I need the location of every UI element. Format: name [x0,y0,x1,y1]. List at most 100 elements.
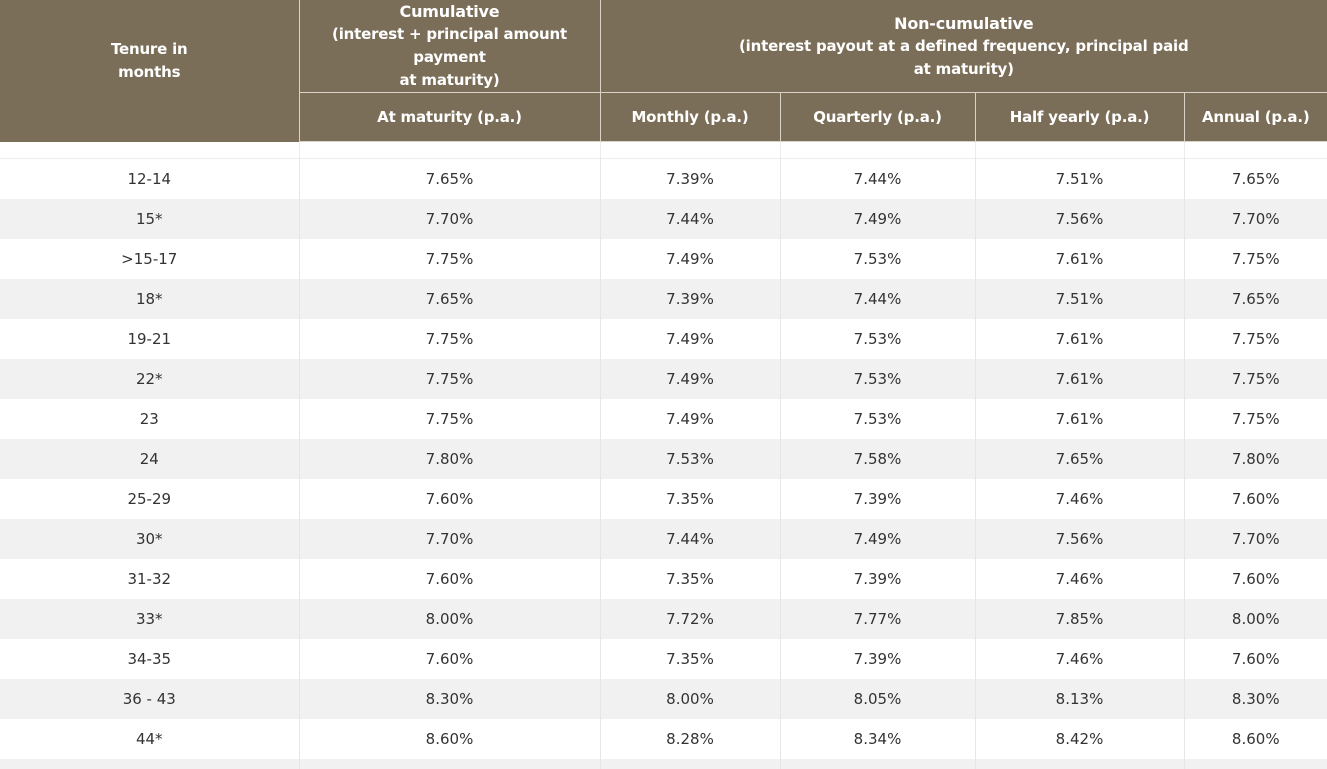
monthly-cell: 7.35% [600,479,781,519]
tenure-cell: 36 - 43 [0,679,300,719]
at-maturity-cell: 7.60% [299,559,601,599]
at-maturity-cell: 7.60% [299,639,601,679]
tenure-header-line2: months [118,63,181,81]
table-header: Tenure in months Cumulative (interest + … [0,0,1327,142]
table-row: 19-21 7.75% 7.49% 7.53% 7.61% 7.75% [0,319,1327,359]
half-yearly-cell: 7.85% [975,599,1185,639]
at-maturity-cell: 7.70% [299,519,601,559]
annual-cell: 7.75% [1184,319,1327,359]
quarterly-cell: 7.53% [780,239,976,279]
quarterly-cell: 7.53% [780,359,976,399]
tenure-cell: 12-14 [0,158,300,199]
quarterly-cell: 7.39% [780,639,976,679]
table-row: 31-32 7.60% 7.35% 7.39% 7.46% 7.60% [0,559,1327,599]
quarterly-cell: 7.44% [780,158,976,199]
table-row: 12-14 7.65% 7.39% 7.44% 7.51% 7.65% [0,158,1327,199]
annual-cell: 8.30% [1184,759,1327,769]
half-yearly-cell: 7.61% [975,359,1185,399]
at-maturity-cell: 7.75% [299,399,601,439]
header-row-groups: Tenure in months Cumulative (interest + … [0,0,1327,142]
monthly-cell: 8.00% [600,759,781,769]
tenure-cell: 44* [0,719,300,759]
table-row: 36 - 43 8.30% 8.00% 8.05% 8.13% 8.30% [0,679,1327,719]
cumulative-subtitle-line1: (interest + principal amount payment [332,25,567,66]
annual-cell: 7.75% [1184,399,1327,439]
at-maturity-cell: 7.70% [299,199,601,239]
rate-rows: 12-14 7.65% 7.39% 7.44% 7.51% 7.65% 15* 7.70% 7.… [0,158,1327,769]
quarterly-cell: 7.39% [780,559,976,599]
at-maturity-cell: 8.00% [299,599,601,639]
annual-cell: 8.60% [1184,719,1327,759]
half-yearly-cell: 7.61% [975,319,1185,359]
table-row: 18* 7.65% 7.39% 7.44% 7.51% 7.65% [0,279,1327,319]
quarterly-cell: 7.53% [780,399,976,439]
tenure-cell: 33* [0,599,300,639]
at-maturity-cell: 8.30% [299,679,601,719]
tenure-header: Tenure in months [0,0,300,142]
monthly-cell: 7.53% [600,439,781,479]
column-header-quarterly: Quarterly (p.a.) [780,92,976,142]
annual-cell: 7.60% [1184,479,1327,519]
column-header-half-yearly: Half yearly (p.a.) [975,92,1185,142]
half-yearly-cell: 8.42% [975,719,1185,759]
table-row: 25-29 7.60% 7.35% 7.39% 7.46% 7.60% [0,479,1327,519]
tenure-cell: 22* [0,359,300,399]
annual-cell: 7.60% [1184,639,1327,679]
tenure-cell: 15* [0,199,300,239]
half-yearly-cell: 7.46% [975,479,1185,519]
half-yearly-cell: 8.13% [975,679,1185,719]
monthly-cell: 7.39% [600,279,781,319]
noncumulative-subtitle-line1: (interest payout at a defined frequency,… [739,36,1189,55]
annual-cell: 7.65% [1184,158,1327,199]
half-yearly-cell: 8.13% [975,759,1185,769]
half-yearly-cell: 7.65% [975,439,1185,479]
at-maturity-cell: 8.30% [299,759,601,769]
tenure-cell: 18* [0,279,300,319]
cumulative-group-header: Cumulative (interest + principal amount … [299,0,601,93]
half-yearly-cell: 7.61% [975,399,1185,439]
table-row: 33* 8.00% 7.72% 7.77% 7.85% 8.00% [0,599,1327,639]
monthly-cell: 7.49% [600,239,781,279]
table-row: 30* 7.70% 7.44% 7.49% 7.56% 7.70% [0,519,1327,559]
annual-cell: 7.75% [1184,239,1327,279]
monthly-cell: 7.44% [600,199,781,239]
table-row: 44* 8.60% 8.28% 8.34% 8.42% 8.60% [0,719,1327,759]
monthly-cell: 7.35% [600,639,781,679]
quarterly-cell: 7.49% [780,199,976,239]
column-header-annual: Annual (p.a.) [1184,92,1327,142]
at-maturity-cell: 7.75% [299,319,601,359]
tenure-cell: 34-35 [0,639,300,679]
tenure-cell: 31-32 [0,559,300,599]
tenure-cell: 30* [0,519,300,559]
at-maturity-cell: 7.65% [299,158,601,199]
table-body [0,141,1327,159]
at-maturity-cell: 7.80% [299,439,601,479]
annual-cell: 7.80% [1184,439,1327,479]
quarterly-cell: 7.39% [780,479,976,519]
half-yearly-cell: 7.46% [975,559,1185,599]
at-maturity-cell: 7.75% [299,239,601,279]
monthly-cell: 7.49% [600,359,781,399]
quarterly-cell: 7.58% [780,439,976,479]
half-yearly-cell: 7.56% [975,199,1185,239]
quarterly-cell: 7.53% [780,319,976,359]
quarterly-cell: 7.44% [780,279,976,319]
cumulative-subtitle-line2: at maturity) [399,71,500,89]
tenure-cell: 23 [0,399,300,439]
half-yearly-cell: 7.61% [975,239,1185,279]
annual-cell: 7.60% [1184,559,1327,599]
table-row: 34-35 7.60% 7.35% 7.39% 7.46% 7.60% [0,639,1327,679]
annual-cell: 8.30% [1184,679,1327,719]
tenure-cell: 19-21 [0,319,300,359]
monthly-cell: 7.39% [600,158,781,199]
tenure-cell: >15-17 [0,239,300,279]
table-row: 23 7.75% 7.49% 7.53% 7.61% 7.75% [0,399,1327,439]
tenure-cell: 25-29 [0,479,300,519]
column-header-at-maturity: At maturity (p.a.) [299,92,601,142]
table-row: 15* 7.70% 7.44% 7.49% 7.56% 7.70% [0,199,1327,239]
monthly-cell: 8.28% [600,719,781,759]
annual-cell: 7.70% [1184,199,1327,239]
quarterly-cell: 8.05% [780,759,976,769]
tenure-cell: 24 [0,439,300,479]
